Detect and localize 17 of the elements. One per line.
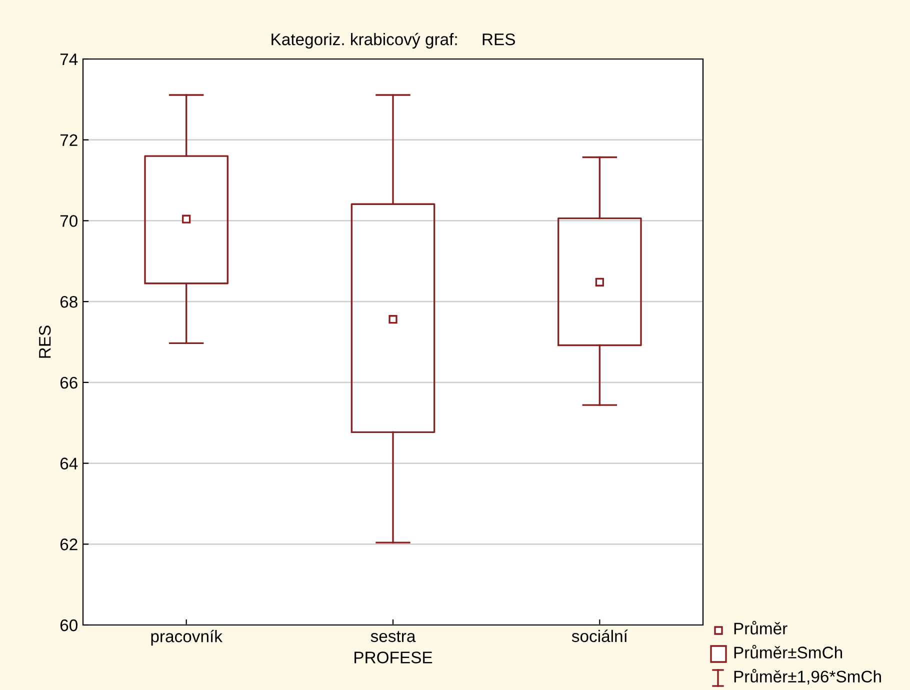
- y-axis-title: RES: [38, 326, 51, 358]
- x-tick-label: sestra: [370, 631, 416, 642]
- x-tick-label: sociální: [572, 630, 628, 642]
- x-tick-label: pracovník: [151, 630, 222, 646]
- x-axis-title: PROFESE: [354, 652, 432, 664]
- y-tick-label: 64: [60, 458, 78, 470]
- text: Průměr±1,96*SmCh: [734, 668, 881, 684]
- y-tick-label: 70: [60, 215, 78, 227]
- y-tick-label: 66: [60, 376, 78, 389]
- y-tick-label: 74: [60, 54, 78, 66]
- chart-title: Kategoriz. krabicový graf: RES: [272, 32, 515, 49]
- text: Průměr±SmCh: [734, 644, 842, 658]
- y-tick-label: 62: [60, 538, 78, 550]
- y-tick-label: 60: [60, 619, 78, 632]
- y-tick-label: 72: [60, 134, 78, 146]
- text: Průměr: [734, 620, 788, 634]
- y-tick-label: 68: [60, 296, 78, 308]
